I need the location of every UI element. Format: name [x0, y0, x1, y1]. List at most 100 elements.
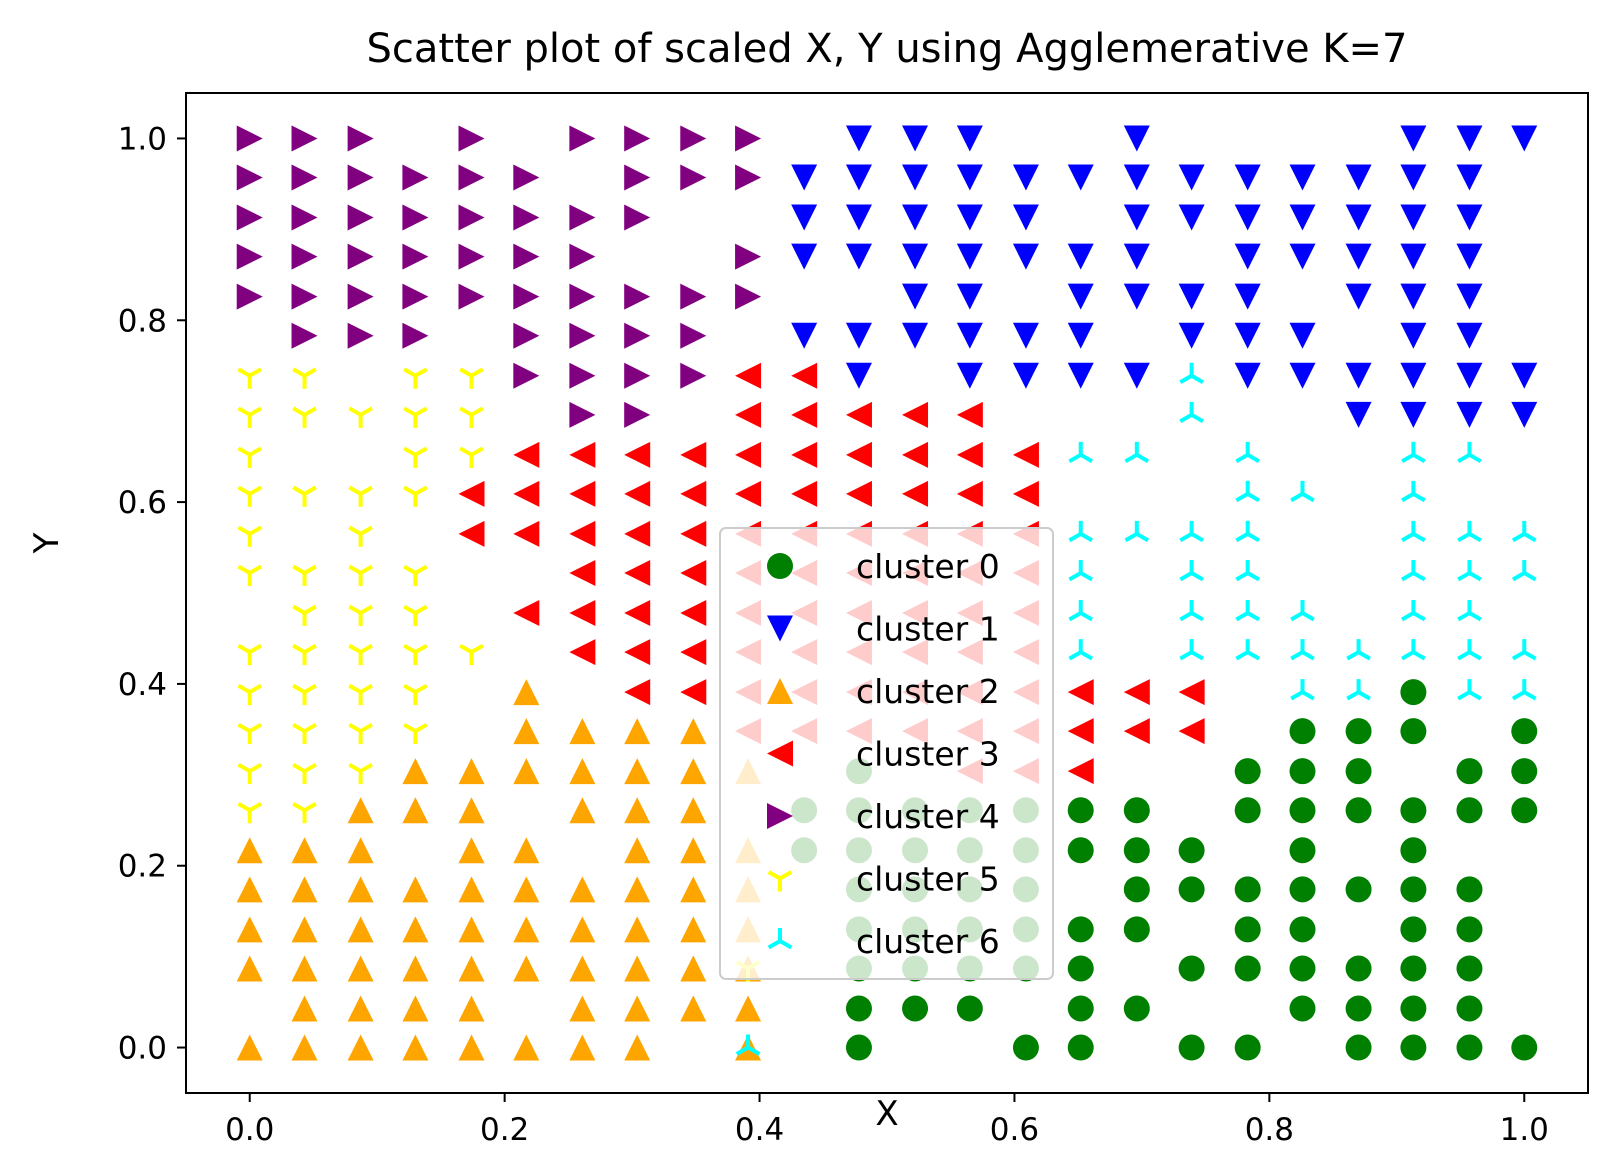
data-point-triangle-left-marker — [680, 441, 707, 468]
data-point-triangle-down-marker — [1289, 243, 1316, 270]
data-point-triangle-up-marker — [680, 916, 707, 943]
data-point-triangle-down-marker — [1123, 283, 1150, 310]
data-point-triangle-up-marker — [624, 955, 651, 982]
data-point-triangle-down-marker — [791, 322, 818, 349]
data-point-triangle-up-marker — [236, 955, 263, 982]
data-point-triangle-up-marker — [569, 1034, 596, 1061]
data-point-triangle-right-marker — [236, 204, 263, 231]
data-point-triangle-down-marker — [902, 243, 929, 270]
data-point-tri-up-marker — [1068, 520, 1094, 543]
data-point-triangle-right-marker — [458, 125, 485, 152]
data-point-triangle-left-marker — [513, 520, 540, 547]
data-point-triangle-right-marker — [624, 164, 651, 191]
data-point-triangle-right-marker — [513, 243, 540, 270]
data-point-triangle-left-marker — [1012, 441, 1039, 468]
data-point-triangle-up-marker — [402, 955, 429, 982]
data-point-triangle-up-marker — [513, 837, 540, 864]
data-point-triangle-down-marker — [1400, 401, 1427, 428]
data-point-tri-down-marker — [292, 762, 317, 785]
data-point-triangle-left-marker — [569, 560, 596, 586]
data-point-triangle-right-marker — [458, 204, 485, 231]
data-point-triangle-down-marker — [1456, 164, 1483, 191]
data-point-tri-down-marker — [292, 406, 317, 428]
data-point-triangle-down-marker — [845, 243, 872, 270]
data-point-triangle-up-marker — [236, 916, 263, 943]
data-point-tri-up-marker — [1457, 560, 1482, 582]
y-tick-label: 0.8 — [118, 303, 167, 339]
data-point-triangle-left-marker — [735, 441, 762, 468]
data-point-triangle-down-marker — [845, 125, 872, 152]
data-point-circle-marker — [1400, 718, 1427, 745]
data-point-triangle-up-marker — [291, 995, 318, 1022]
data-point-circle-marker — [1345, 1034, 1372, 1061]
legend-label: cluster 0 — [856, 547, 1000, 586]
data-point-triangle-right-marker — [458, 243, 485, 270]
data-point-triangle-up-marker — [458, 995, 485, 1022]
data-point-triangle-right-marker — [236, 243, 263, 270]
data-point-triangle-right-marker — [513, 322, 540, 349]
data-point-circle-marker — [1178, 1034, 1205, 1061]
data-point-tri-down-marker — [348, 643, 373, 666]
data-point-circle-marker — [1123, 916, 1150, 943]
data-point-circle-marker — [1400, 995, 1427, 1022]
data-point-circle-marker — [1289, 916, 1316, 943]
data-point-tri-up-marker — [1179, 362, 1204, 384]
data-point-triangle-down-marker — [845, 322, 872, 349]
data-point-triangle-right-marker — [236, 164, 263, 191]
data-point-triangle-left-marker — [1178, 679, 1205, 706]
data-point-triangle-left-marker — [569, 520, 596, 547]
data-point-triangle-down-marker — [1400, 362, 1427, 389]
data-point-triangle-right-marker — [569, 204, 596, 231]
data-point-triangle-down-marker — [1400, 204, 1427, 231]
data-point-triangle-up-marker — [569, 718, 596, 745]
data-point-triangle-left-marker — [845, 401, 872, 428]
data-point-triangle-up-marker — [624, 916, 651, 943]
series-cluster-6 — [735, 362, 1537, 1056]
data-point-triangle-left-marker — [680, 480, 707, 507]
data-point-circle-marker — [1289, 955, 1316, 982]
data-point-circle-marker — [1123, 876, 1150, 903]
data-point-triangle-down-marker — [1234, 164, 1261, 191]
data-point-triangle-up-marker — [680, 837, 707, 864]
data-point-tri-up-marker — [1511, 520, 1537, 543]
data-point-tri-up-marker — [1401, 480, 1426, 503]
data-point-triangle-up-marker — [291, 837, 318, 864]
data-point-triangle-right-marker — [569, 243, 596, 270]
data-point-triangle-left-marker — [513, 600, 540, 626]
data-point-triangle-right-marker — [569, 125, 596, 152]
data-point-tri-down-marker — [237, 485, 263, 507]
data-point-triangle-down-marker — [1123, 243, 1150, 270]
data-point-circle-marker — [1511, 797, 1538, 824]
data-point-triangle-down-marker — [1456, 125, 1483, 152]
y-tick-label: 0.4 — [118, 667, 167, 703]
legend-label: cluster 3 — [856, 735, 1000, 774]
data-point-triangle-down-marker — [1178, 204, 1205, 231]
data-point-triangle-up-marker — [569, 916, 596, 943]
data-point-triangle-right-marker — [624, 283, 651, 310]
data-point-triangle-right-marker — [291, 243, 318, 270]
data-point-tri-up-marker — [1401, 639, 1426, 661]
data-point-tri-up-marker — [1235, 639, 1261, 661]
data-point-triangle-left-marker — [902, 401, 929, 428]
data-point-tri-down-marker — [348, 525, 373, 547]
data-point-triangle-up-marker — [624, 758, 651, 785]
data-point-tri-up-marker — [1457, 520, 1482, 543]
data-point-tri-up-marker — [1290, 679, 1315, 701]
data-point-triangle-left-marker — [1123, 718, 1150, 745]
data-point-triangle-left-marker — [956, 401, 983, 428]
data-point-triangle-left-marker — [845, 480, 872, 507]
data-point-triangle-left-marker — [956, 480, 983, 507]
data-point-tri-up-marker — [1290, 600, 1315, 622]
data-point-triangle-up-marker — [458, 916, 485, 943]
data-point-triangle-left-marker — [513, 480, 540, 507]
data-point-triangle-left-marker — [956, 441, 983, 468]
y-axis: 0.0 0.2 0.4 0.6 0.8 1.0 — [118, 121, 186, 1067]
data-point-triangle-up-marker — [513, 916, 540, 943]
data-point-triangle-right-marker — [569, 362, 596, 389]
data-point-triangle-up-marker — [624, 718, 651, 745]
data-point-tri-down-marker — [403, 604, 428, 626]
data-point-circle-marker — [1400, 679, 1427, 706]
data-point-triangle-up-marker — [402, 876, 429, 903]
data-point-triangle-down-marker — [902, 125, 929, 152]
data-point-triangle-left-marker — [680, 639, 707, 666]
